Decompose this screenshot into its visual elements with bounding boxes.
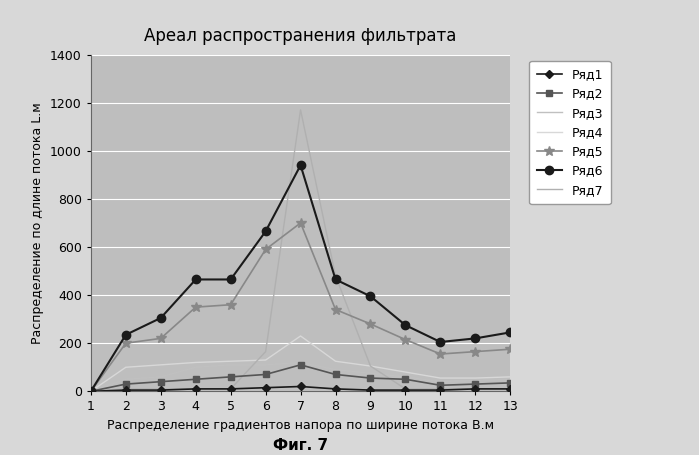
Y-axis label: Распределение по длине потока L.м: Распределение по длине потока L.м — [31, 102, 45, 344]
Title: Ареал распространения фильтрата: Ареал распространения фильтрата — [145, 27, 456, 45]
Text: Фиг. 7: Фиг. 7 — [273, 439, 328, 454]
X-axis label: Распределение градиентов напора по ширине потока В.м: Распределение градиентов напора по ширин… — [107, 419, 494, 432]
Legend: Ряд1, Ряд2, Ряд3, Ряд4, Ряд5, Ряд6, Ряд7: Ряд1, Ряд2, Ряд3, Ряд4, Ряд5, Ряд6, Ряд7 — [529, 61, 611, 204]
